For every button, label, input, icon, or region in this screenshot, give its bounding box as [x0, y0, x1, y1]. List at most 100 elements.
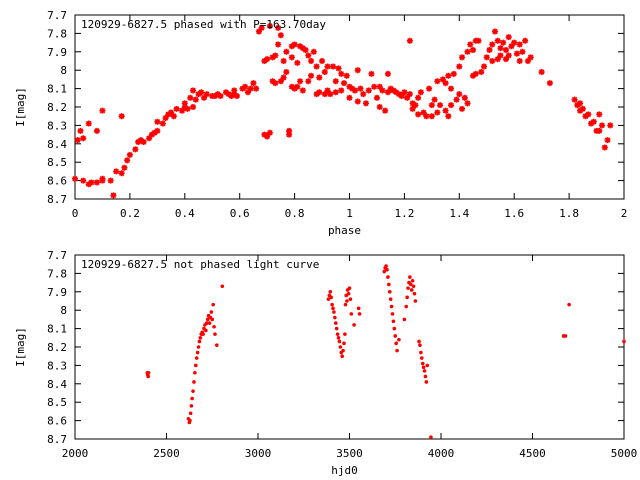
- data-point: [272, 80, 279, 87]
- data-point: [422, 369, 427, 373]
- data-point: [376, 104, 383, 110]
- data-point: [210, 317, 215, 322]
- data-point: [231, 91, 238, 98]
- x-tick-label: 0: [72, 207, 79, 220]
- data-point: [622, 339, 626, 344]
- data-point: [398, 92, 405, 99]
- data-point: [522, 37, 529, 44]
- data-point: [343, 72, 350, 79]
- data-point: [170, 113, 177, 120]
- data-point: [201, 94, 208, 101]
- data-point: [77, 127, 84, 134]
- data-point: [338, 87, 345, 94]
- data-point: [387, 290, 392, 294]
- y-tick-label: 8.5: [47, 156, 67, 169]
- data-point: [596, 127, 603, 134]
- data-point: [389, 304, 394, 309]
- data-point: [360, 91, 367, 98]
- data-point: [418, 343, 422, 347]
- data-point: [275, 41, 282, 48]
- data-point: [168, 109, 175, 116]
- y-axis-label: I[mag]: [14, 327, 27, 367]
- data-point: [338, 70, 345, 77]
- data-point: [99, 107, 106, 114]
- data-point: [450, 70, 457, 77]
- data-point: [126, 151, 133, 158]
- data-point: [188, 418, 192, 423]
- data-point: [132, 146, 139, 153]
- data-point: [118, 170, 125, 177]
- data-point: [424, 380, 429, 384]
- data-point: [348, 297, 353, 301]
- data-point: [283, 69, 290, 76]
- data-point: [222, 89, 229, 96]
- x-axis-label: phase: [328, 224, 361, 237]
- data-point: [333, 321, 338, 325]
- y-tick-label: 8.4: [47, 138, 67, 151]
- data-point: [384, 264, 388, 268]
- data-point: [419, 350, 423, 355]
- data-series: [72, 23, 614, 199]
- data-point: [342, 341, 346, 346]
- data-point: [343, 302, 348, 307]
- data-point: [404, 94, 411, 101]
- data-point: [341, 80, 348, 87]
- data-point: [179, 107, 186, 114]
- data-point: [207, 321, 212, 325]
- y-tick-label: 7.9: [47, 46, 67, 59]
- data-point: [188, 411, 193, 416]
- y-tick-label: 8.5: [47, 396, 67, 409]
- data-point: [85, 181, 92, 188]
- y-tick-label: 8.1: [47, 323, 67, 336]
- data-point: [607, 122, 614, 129]
- data-point: [442, 107, 449, 114]
- data-point: [445, 72, 452, 79]
- data-point: [406, 37, 413, 44]
- data-point: [239, 85, 246, 92]
- data-point: [288, 54, 295, 61]
- data-point: [382, 269, 387, 274]
- data-point: [417, 339, 421, 344]
- data-point: [519, 48, 526, 55]
- data-point: [382, 107, 389, 114]
- data-point: [505, 34, 512, 41]
- data-point: [209, 310, 214, 314]
- data-point: [261, 131, 268, 138]
- data-point: [406, 286, 410, 290]
- data-point: [321, 91, 328, 98]
- data-point: [247, 85, 254, 92]
- data-point: [502, 56, 509, 63]
- data-point: [409, 282, 413, 287]
- x-tick-label: 0.2: [120, 207, 140, 220]
- x-tick-label: 2500: [153, 447, 180, 460]
- data-point: [291, 41, 298, 48]
- y-tick-label: 8.3: [47, 359, 67, 372]
- data-point: [330, 63, 337, 70]
- data-point: [313, 63, 320, 70]
- data-point: [346, 83, 353, 90]
- data-point: [316, 74, 323, 81]
- data-point: [231, 87, 238, 94]
- data-point: [387, 282, 391, 287]
- data-point: [305, 52, 312, 59]
- x-tick-label: 2000: [62, 447, 89, 460]
- data-point: [321, 69, 328, 76]
- data-point: [197, 339, 202, 344]
- data-point: [478, 69, 485, 76]
- y-tick-label: 8: [60, 64, 67, 77]
- data-point: [511, 39, 518, 46]
- data-point: [294, 83, 301, 90]
- data-point: [415, 111, 422, 118]
- data-point: [456, 91, 463, 98]
- data-point: [421, 365, 426, 370]
- data-point: [413, 299, 418, 303]
- data-point: [192, 96, 199, 103]
- data-point: [508, 43, 515, 50]
- data-point: [336, 336, 341, 340]
- y-tick-label: 8: [60, 304, 67, 317]
- y-tick-label: 7.8: [47, 27, 67, 40]
- data-point: [402, 317, 407, 322]
- data-point: [297, 43, 304, 50]
- data-point: [258, 24, 265, 31]
